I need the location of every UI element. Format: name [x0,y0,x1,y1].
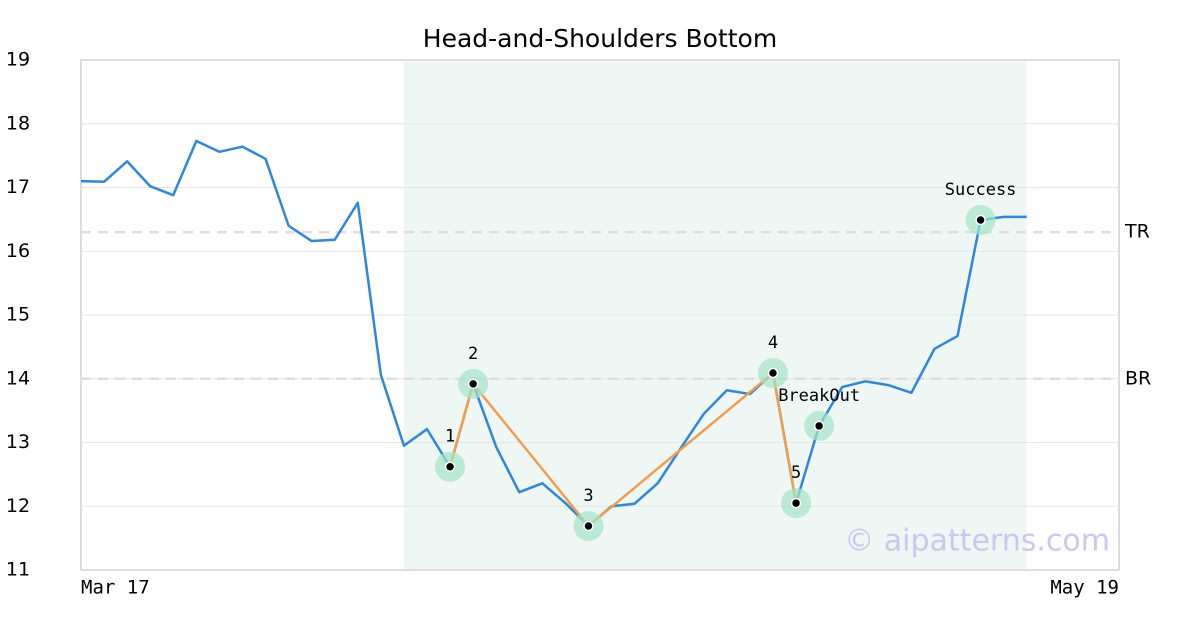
point-label: 2 [468,344,478,364]
point-label: 4 [768,333,778,353]
y-tick-label: 18 [6,112,30,134]
point-marker [975,214,986,226]
y-tick-label: 11 [6,559,30,581]
point-marker [767,367,779,379]
point-marker [790,497,802,509]
point-marker [813,420,825,432]
y-tick-label: 19 [6,49,30,71]
x-tick-label: May 19 [1050,577,1119,599]
price-line [80,139,1027,528]
y-tick-label: 16 [6,240,30,262]
point-marker [583,520,594,532]
reference-label: TR [1124,221,1150,243]
y-tick-label: 15 [6,304,30,326]
point-label: BreakOut [778,386,860,406]
watermark: © aipatterns.com [844,524,1110,559]
x-tick-label: Mar 17 [81,577,150,599]
y-tick-label: 13 [6,431,30,453]
point-label: 5 [791,463,801,483]
point-marker [444,461,456,472]
y-tick-label: 12 [6,495,30,517]
y-tick-label: 14 [6,367,30,389]
point-marker [467,378,479,390]
reference-label: BR [1125,367,1151,389]
y-tick-label: 17 [6,176,30,198]
point-label: Success [945,180,1017,200]
point-label: 3 [583,486,593,506]
point-label: 1 [445,427,455,447]
plot-frame [80,59,1120,571]
chart-title: Head-and-Shoulders Bottom [423,24,777,53]
